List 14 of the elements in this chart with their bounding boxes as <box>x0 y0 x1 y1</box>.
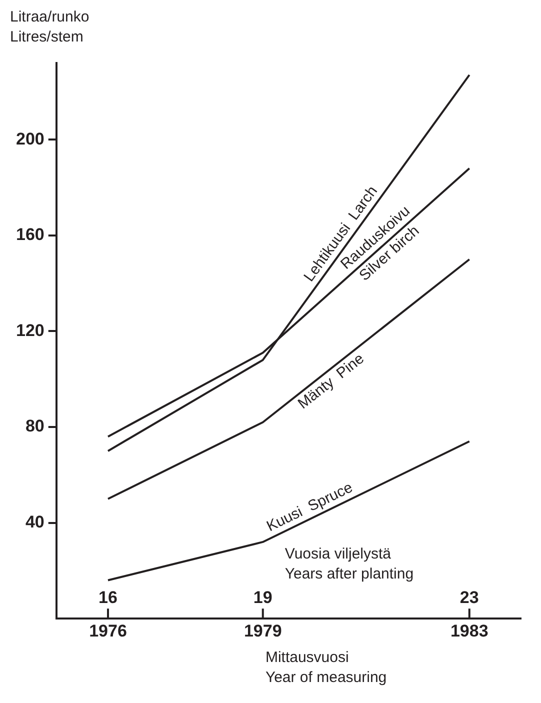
x-tick-label: 1979 <box>244 621 282 640</box>
y-tick-label: 80 <box>25 416 44 436</box>
x-tick-label: 1976 <box>89 621 127 640</box>
y-tick-label: 120 <box>16 320 44 340</box>
y-tick-label: 160 <box>16 225 44 244</box>
x-tick-label: 1983 <box>450 621 488 640</box>
y-axis-title: Litraa/runko Litres/stem <box>10 8 90 46</box>
x2-tick-label: 23 <box>460 588 479 607</box>
y-tick-label: 200 <box>16 129 44 148</box>
y-tick-label: 40 <box>25 512 44 532</box>
x2-tick-label: 16 <box>98 588 118 607</box>
x-axis-title: Mittausvuosi Year of measuring <box>265 649 387 686</box>
x2-axis-title: Vuosia viljelystä Years after planting <box>284 546 414 583</box>
x2-tick-label: 19 <box>253 588 272 607</box>
